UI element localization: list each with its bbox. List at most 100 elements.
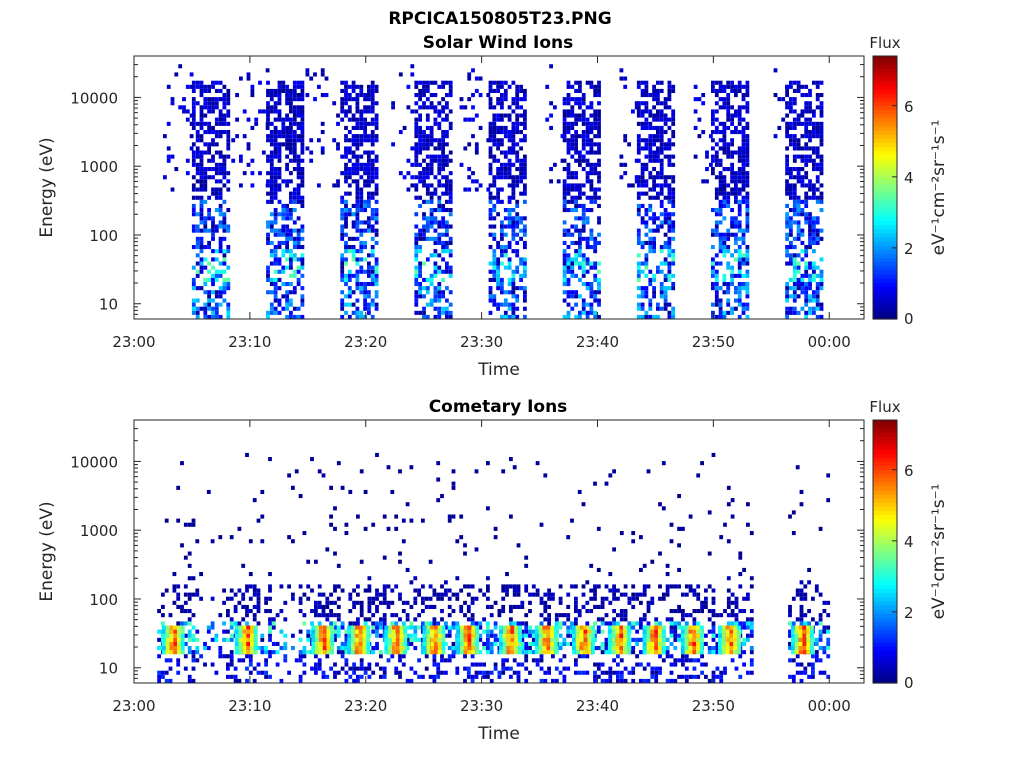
heatmap-cell <box>222 236 227 241</box>
heatmap-cell <box>451 485 456 490</box>
heatmap-cell <box>648 146 653 151</box>
heatmap-cell <box>300 261 305 266</box>
heatmap-cell <box>410 162 415 167</box>
heatmap-cell <box>359 109 364 114</box>
heatmap-cell <box>511 121 516 126</box>
colorbar-segment <box>873 253 897 258</box>
heatmap-cell <box>410 175 415 180</box>
heatmap-cell <box>726 146 731 151</box>
heatmap-cell <box>356 674 360 679</box>
heatmap-cell <box>652 105 656 110</box>
heatmap-cell <box>636 175 641 180</box>
heatmap-cell <box>612 670 616 675</box>
heatmap-cell <box>574 290 578 295</box>
heatmap-cell <box>711 154 715 159</box>
heatmap-cell <box>437 290 442 295</box>
heatmap-cell <box>792 286 797 291</box>
heatmap-cell <box>574 596 578 601</box>
heatmap-cell <box>566 265 571 270</box>
heatmap-cell <box>581 212 586 217</box>
heatmap-cell <box>367 282 371 287</box>
heatmap-cell <box>229 617 234 622</box>
heatmap-cell <box>636 158 641 163</box>
heatmap-cell <box>359 613 364 618</box>
heatmap-cell <box>560 134 565 139</box>
heatmap-cell <box>363 245 367 250</box>
heatmap-cell <box>800 167 805 172</box>
heatmap-cell <box>644 212 649 217</box>
heatmap-cell <box>574 273 578 278</box>
heatmap-cell <box>496 130 500 135</box>
heatmap-cell <box>359 228 364 233</box>
heatmap-cell <box>367 604 372 609</box>
heatmap-cell <box>333 674 337 679</box>
heatmap-cell <box>493 633 498 638</box>
heatmap-cell <box>503 154 508 159</box>
heatmap-cell <box>359 282 364 287</box>
heatmap-cell <box>305 93 310 98</box>
heatmap-cell <box>233 621 238 626</box>
heatmap-cell <box>218 650 223 655</box>
heatmap-cell <box>515 249 520 254</box>
heatmap-cell <box>640 314 645 319</box>
heatmap-cell <box>503 171 508 176</box>
heatmap-cell <box>359 658 364 663</box>
heatmap-cell <box>644 191 649 196</box>
heatmap-cell <box>418 232 422 237</box>
heatmap-cell <box>425 257 430 262</box>
heatmap-cell <box>734 286 738 291</box>
heatmap-cell <box>266 117 270 122</box>
heatmap-cell <box>722 236 727 241</box>
heatmap-cell <box>652 228 656 233</box>
heatmap-cell <box>519 286 523 291</box>
heatmap-cell <box>166 158 171 163</box>
heatmap-cell <box>273 109 278 114</box>
heatmap-cell <box>509 584 513 589</box>
heatmap-cell <box>515 175 520 180</box>
heatmap-cell <box>815 93 820 98</box>
heatmap-cell <box>722 130 727 135</box>
heatmap-cell <box>644 146 649 151</box>
heatmap-cell <box>300 236 305 241</box>
heatmap-cell <box>363 220 367 225</box>
heatmap-cell <box>445 183 449 188</box>
heatmap-cell <box>585 117 590 122</box>
heatmap-cell <box>711 670 716 675</box>
heatmap-cell <box>631 637 636 642</box>
heatmap-cell <box>459 609 464 614</box>
heatmap-cell <box>581 265 586 270</box>
heatmap-cell <box>528 641 532 646</box>
heatmap-cell <box>623 678 628 683</box>
heatmap-cell <box>418 125 422 130</box>
heatmap-cell <box>344 154 348 159</box>
heatmap-cell <box>355 257 360 262</box>
heatmap-cell <box>656 314 660 319</box>
heatmap-cell <box>589 310 594 315</box>
colorbar-segment <box>873 290 897 295</box>
heatmap-cell <box>347 175 352 180</box>
heatmap-cell <box>796 146 801 151</box>
heatmap-cell <box>804 109 809 114</box>
heatmap-cell <box>562 666 567 671</box>
heatmap-cell <box>370 93 375 98</box>
heatmap-cell <box>577 613 582 618</box>
heatmap-cell <box>287 584 291 589</box>
heatmap-cell <box>256 662 261 667</box>
heatmap-cell <box>503 162 508 167</box>
heatmap-cell <box>256 596 261 601</box>
heatmap-cell <box>195 101 200 106</box>
heatmap-cell <box>515 216 520 221</box>
heatmap-cell <box>340 314 345 319</box>
heatmap-cell <box>355 158 360 163</box>
heatmap-cell <box>478 93 483 98</box>
heatmap-cell <box>509 617 513 622</box>
heatmap-cell <box>214 97 219 102</box>
heatmap-cell <box>726 282 731 287</box>
heatmap-cell <box>663 195 668 200</box>
heatmap-cell <box>289 171 293 176</box>
heatmap-cell <box>714 224 719 229</box>
heatmap-cell <box>652 245 656 250</box>
heatmap-cell <box>640 269 645 274</box>
heatmap-cell <box>451 621 456 626</box>
heatmap-cell <box>417 625 421 630</box>
